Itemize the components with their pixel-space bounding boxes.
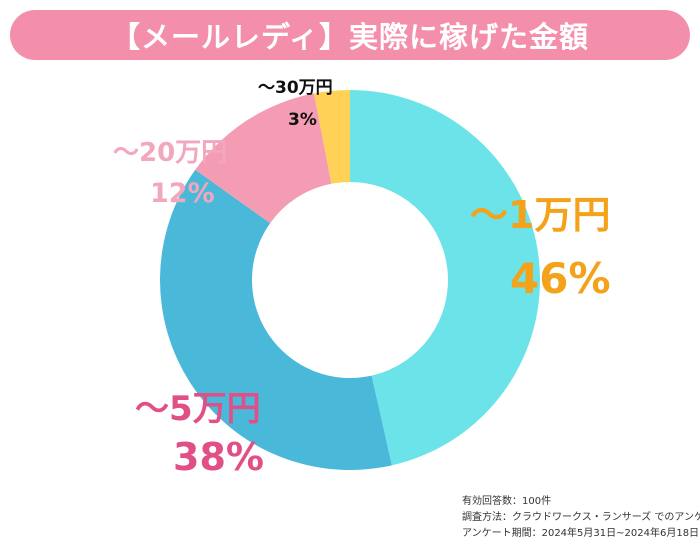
title-banner: 【メールレディ】実際に稼げた金額	[10, 10, 690, 60]
footnote-period: アンケート期間：2024年5月31日~2024年6月18日	[462, 528, 700, 539]
donut-segment-1	[350, 90, 541, 466]
chart-title: 【メールレディ】実際に稼げた金額	[111, 20, 589, 54]
label-segment-4-value: 3%	[288, 110, 317, 130]
label-segment-1-category: ～1万円	[470, 193, 611, 237]
label-segment-4-category: ～30万円	[258, 78, 333, 98]
label-segment-3-category: ～20万円	[113, 138, 228, 168]
footnote-method: 調査方法：クラウドワークス・ランサーズ でのアンケート	[462, 512, 700, 523]
label-segment-3-value: 12%	[150, 178, 215, 209]
donut-segment-4	[314, 90, 350, 184]
footnote-respondents: 有効回答数：100件	[462, 496, 552, 507]
label-segment-2-value: 38%	[173, 435, 264, 479]
survey-footnote: 有効回答数：100件 調査方法：クラウドワークス・ランサーズ でのアンケート ア…	[462, 494, 700, 542]
donut-segment-3	[195, 93, 332, 224]
label-segment-2-category: ～5万円	[135, 389, 261, 429]
label-segment-1-value: 46%	[510, 254, 611, 303]
donut-segment-2	[160, 169, 392, 471]
